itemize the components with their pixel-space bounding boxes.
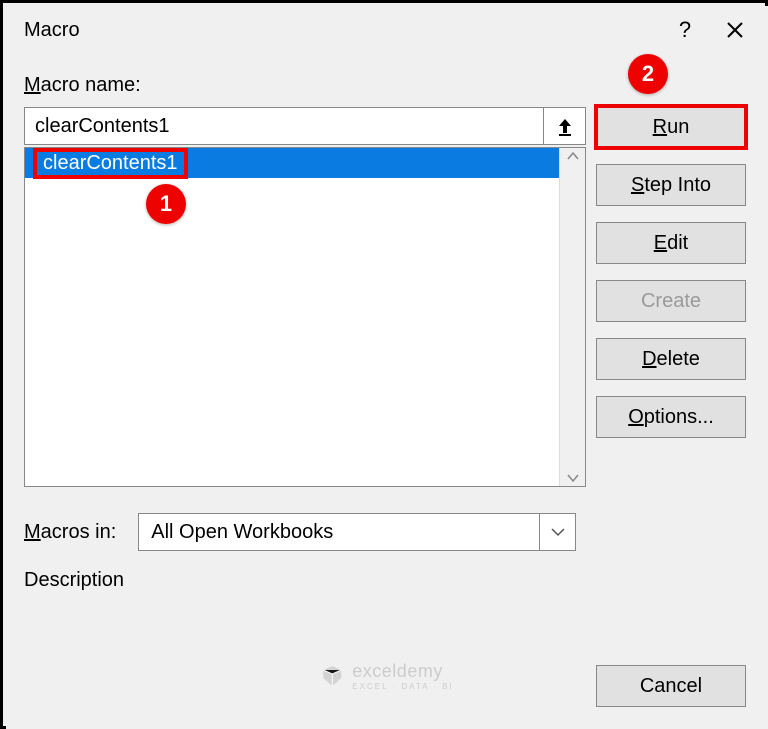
macros-in-row: Macros in: All Open Workbooks [24, 513, 750, 551]
macro-list-item[interactable]: clearContents1 [25, 148, 559, 178]
run-button-label: Run [653, 116, 690, 139]
help-icon: ? [679, 17, 691, 43]
close-icon [726, 21, 744, 39]
outer-frame: Macro ? Macro name: clearContents1 [0, 0, 768, 729]
help-button[interactable]: ? [660, 6, 710, 54]
macros-in-label: Macros in: [24, 521, 116, 544]
titlebar: Macro ? [6, 6, 768, 54]
macros-in-dropdown-button[interactable] [540, 513, 576, 551]
scroll-up-icon [567, 152, 579, 160]
create-button-label: Create [641, 290, 701, 313]
cancel-button-label: Cancel [640, 675, 702, 698]
list-item-highlight: clearContents1 [33, 148, 188, 179]
macro-name-row [24, 107, 586, 145]
watermark-text: exceldemy EXCEL · DATA · BI [352, 661, 453, 691]
edit-button-label: Edit [654, 232, 688, 255]
watermark-sub: EXCEL · DATA · BI [352, 682, 453, 691]
cancel-button[interactable]: Cancel [596, 665, 746, 707]
options-button-label: Options... [628, 406, 714, 429]
macro-name-label-hotkey: M [24, 74, 41, 96]
close-button[interactable] [710, 6, 760, 54]
description-label: Description [24, 569, 750, 592]
macro-dialog: Macro ? Macro name: clearContents1 [6, 6, 768, 729]
dialog-title: Macro [24, 19, 660, 42]
edit-button[interactable]: Edit [596, 222, 746, 264]
options-button[interactable]: Options... [596, 396, 746, 438]
scroll-down-icon [567, 474, 579, 482]
step-into-button[interactable]: Step Into [596, 164, 746, 206]
create-button: Create [596, 280, 746, 322]
watermark: exceldemy EXCEL · DATA · BI [320, 661, 453, 691]
callout-1-label: 1 [160, 191, 172, 217]
macro-list-inner: clearContents1 [25, 148, 559, 486]
macros-in-label-hotkey: M [24, 521, 41, 543]
delete-button-label: Delete [642, 348, 700, 371]
watermark-icon [320, 664, 344, 688]
macros-in-value: All Open Workbooks [138, 513, 540, 551]
macros-in-combo[interactable]: All Open Workbooks [138, 513, 576, 551]
run-button[interactable]: Run [596, 106, 746, 148]
up-arrow-icon [556, 116, 574, 136]
callout-1: 1 [146, 184, 186, 224]
watermark-title: exceldemy [352, 661, 453, 682]
buttons-column: Run Step Into Edit Create Delete Options… [596, 106, 746, 438]
callout-2-label: 2 [642, 61, 654, 87]
delete-button[interactable]: Delete [596, 338, 746, 380]
macro-list-item-label: clearContents1 [37, 152, 184, 174]
step-into-button-label: Step Into [631, 174, 711, 197]
macro-name-input[interactable] [24, 107, 544, 145]
macros-in-label-rest: acros in: [41, 521, 117, 543]
callout-2: 2 [628, 54, 668, 94]
listbox-scrollbar[interactable] [559, 148, 585, 486]
macro-name-label-rest: acro name: [41, 74, 141, 96]
macro-listbox[interactable]: clearContents1 [24, 147, 586, 487]
go-to-macro-button[interactable] [544, 107, 586, 145]
chevron-down-icon [551, 527, 565, 537]
